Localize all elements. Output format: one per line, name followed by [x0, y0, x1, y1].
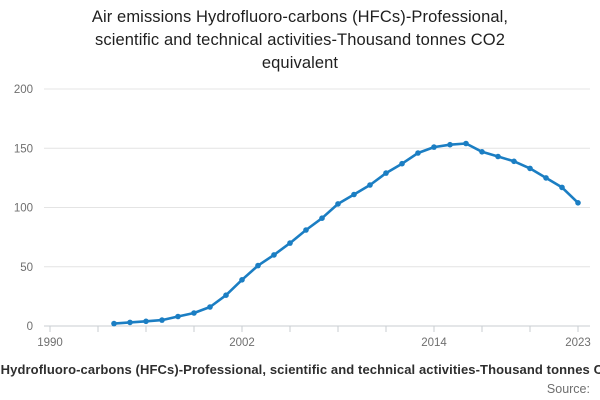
chart-title-line-3: equivalent — [261, 54, 339, 72]
data-point-2001 — [223, 292, 229, 299]
data-line — [112, 142, 580, 325]
data-point-1998 — [175, 313, 181, 320]
chart-title-line-1: Air emissions Hydrofluoro-carbons (HFCs)… — [91, 8, 509, 26]
data-point-2010 — [367, 182, 373, 188]
data-point-2003 — [255, 262, 261, 269]
x-tick-label-1990: 1990 — [37, 337, 63, 349]
x-tick-label-2014: 2014 — [421, 337, 447, 349]
data-point-2004 — [271, 252, 277, 258]
chart-title: Air emissions Hydrofluoro-carbons (HFCs)… — [0, 6, 600, 75]
data-point-2022 — [559, 184, 565, 191]
data-point-2015 — [447, 141, 453, 148]
data-point-2021 — [543, 175, 549, 181]
data-point-2007 — [319, 215, 325, 221]
data-point-2005 — [287, 240, 293, 246]
data-point-2020 — [527, 165, 533, 172]
data-point-2000 — [207, 304, 213, 310]
data-point-1994 — [111, 320, 117, 327]
data-point-2018 — [495, 153, 501, 160]
data-point-2023 — [575, 200, 581, 206]
y-tick-label-0: 0 — [27, 321, 33, 333]
data-point-2009 — [351, 191, 357, 198]
data-point-2017 — [479, 149, 485, 155]
y-tick-label-50: 50 — [20, 262, 33, 274]
data-point-2016 — [463, 140, 469, 147]
y-tick-label-200: 200 — [14, 84, 33, 96]
source-label: Source: — [546, 382, 590, 396]
data-point-1997 — [159, 317, 165, 323]
x-tick-label-2023: 2023 — [565, 337, 591, 349]
chart-title-line-2: scientific and technical activities-Thou… — [95, 31, 505, 49]
data-point-2011 — [383, 170, 389, 176]
data-point-2002 — [239, 277, 245, 283]
legend-label: Air emissions Hydrofluoro-carbons (HFCs)… — [0, 362, 600, 377]
y-tick-label-150: 150 — [14, 143, 33, 155]
x-tick-label-2002: 2002 — [229, 337, 255, 349]
data-point-1996 — [143, 318, 149, 325]
data-point-1999 — [191, 310, 197, 316]
data-point-1995 — [127, 319, 133, 326]
data-point-2019 — [511, 158, 517, 165]
y-tick-label-100: 100 — [14, 203, 33, 215]
data-point-2014 — [431, 144, 437, 150]
data-point-2013 — [415, 150, 421, 156]
data-point-2012 — [399, 160, 405, 167]
data-point-2006 — [303, 227, 309, 233]
data-point-2008 — [335, 201, 341, 207]
